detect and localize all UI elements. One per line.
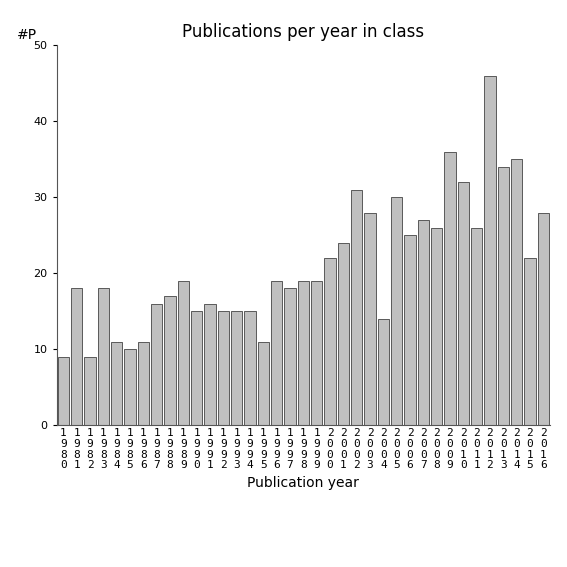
- Bar: [244, 311, 256, 425]
- Bar: [418, 220, 429, 425]
- Bar: [218, 311, 229, 425]
- Bar: [71, 289, 82, 425]
- Bar: [231, 311, 242, 425]
- Text: #P: #P: [17, 28, 37, 41]
- Bar: [338, 243, 349, 425]
- Bar: [177, 281, 189, 425]
- Bar: [58, 357, 69, 425]
- Bar: [511, 159, 522, 425]
- Bar: [538, 213, 549, 425]
- Bar: [124, 349, 136, 425]
- Bar: [431, 228, 442, 425]
- Bar: [204, 304, 215, 425]
- X-axis label: Publication year: Publication year: [247, 476, 359, 490]
- Bar: [391, 197, 403, 425]
- Bar: [524, 258, 536, 425]
- Bar: [191, 311, 202, 425]
- Bar: [445, 152, 456, 425]
- Bar: [378, 319, 389, 425]
- Bar: [471, 228, 483, 425]
- Bar: [164, 296, 176, 425]
- Bar: [111, 342, 122, 425]
- Bar: [458, 182, 469, 425]
- Bar: [498, 167, 509, 425]
- Bar: [324, 258, 336, 425]
- Bar: [151, 304, 162, 425]
- Title: Publications per year in class: Publications per year in class: [182, 23, 425, 41]
- Bar: [138, 342, 149, 425]
- Bar: [484, 76, 496, 425]
- Bar: [298, 281, 309, 425]
- Bar: [98, 289, 109, 425]
- Bar: [84, 357, 96, 425]
- Bar: [257, 342, 269, 425]
- Bar: [271, 281, 282, 425]
- Bar: [365, 213, 376, 425]
- Bar: [284, 289, 295, 425]
- Bar: [404, 235, 416, 425]
- Bar: [311, 281, 323, 425]
- Bar: [351, 190, 362, 425]
